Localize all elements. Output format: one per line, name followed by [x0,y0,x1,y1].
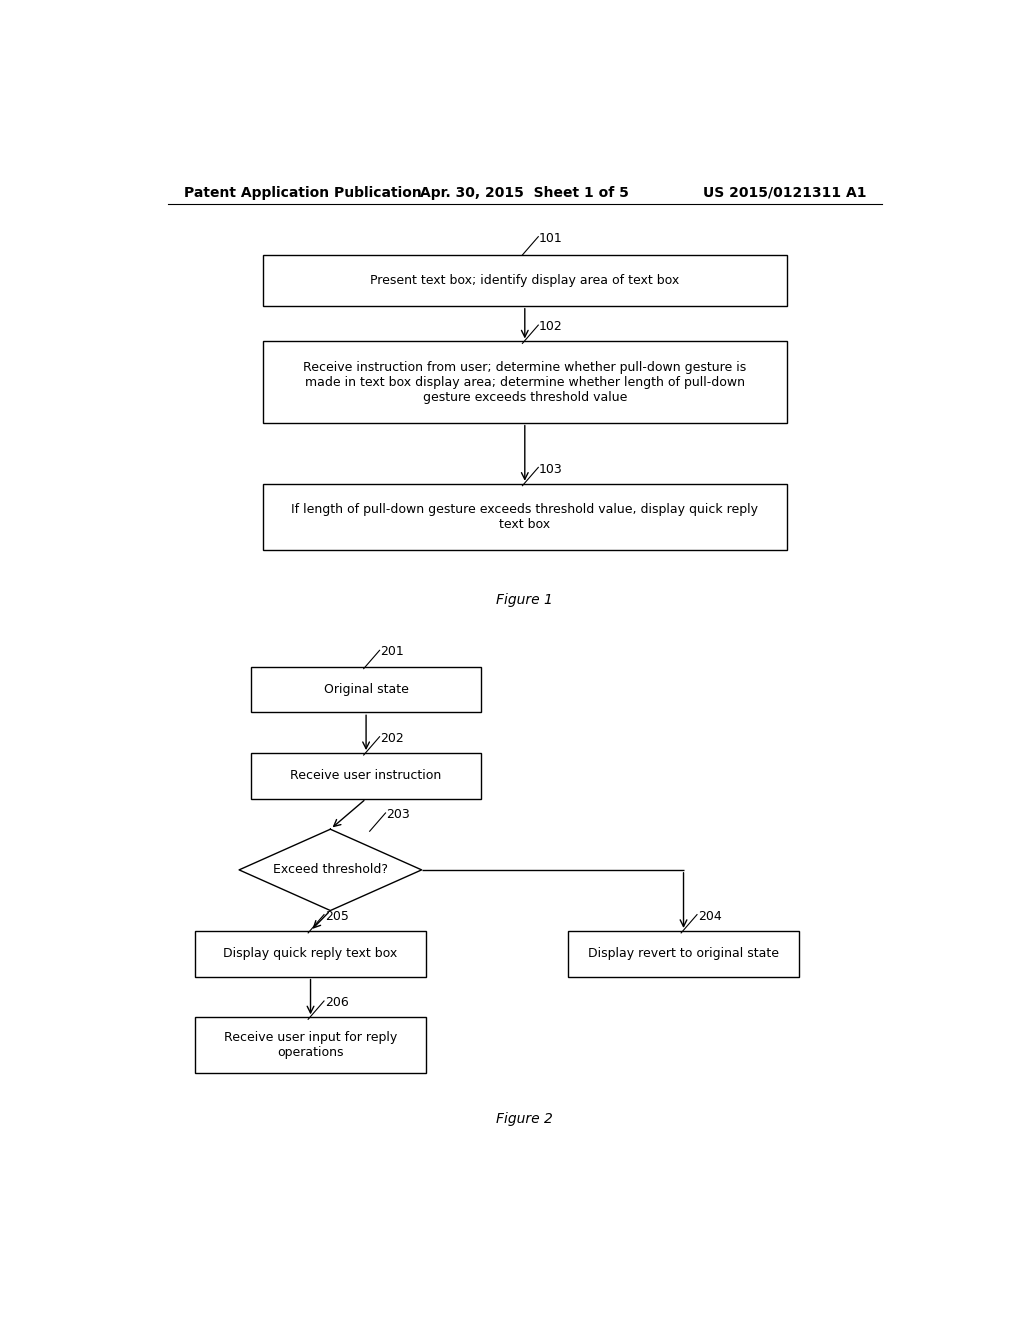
Bar [568,931,799,977]
Text: Receive user input for reply
operations: Receive user input for reply operations [224,1031,397,1059]
Text: 201: 201 [380,645,404,659]
Text: US 2015/0121311 A1: US 2015/0121311 A1 [702,186,866,199]
Text: 102: 102 [539,321,563,333]
Text: 103: 103 [539,462,563,475]
Text: Present text box; identify display area of text box: Present text box; identify display area … [370,273,680,286]
Text: 101: 101 [539,232,563,244]
Bar [196,1018,426,1073]
Text: 204: 204 [697,909,722,923]
Text: 202: 202 [380,731,404,744]
Text: Exceed threshold?: Exceed threshold? [272,863,388,876]
Bar [263,483,786,549]
Text: Display revert to original state: Display revert to original state [588,948,779,960]
Text: Figure 1: Figure 1 [497,593,553,606]
Bar [196,931,426,977]
Text: Display quick reply text box: Display quick reply text box [223,948,397,960]
Text: 206: 206 [325,997,348,1008]
Text: 205: 205 [325,909,349,923]
Bar [263,342,786,422]
Text: Receive user instruction: Receive user instruction [291,770,441,783]
Text: If length of pull-down gesture exceeds threshold value, display quick reply
text: If length of pull-down gesture exceeds t… [291,503,759,531]
Text: Receive instruction from user; determine whether pull-down gesture is
made in te: Receive instruction from user; determine… [303,360,746,404]
Text: 203: 203 [386,808,410,821]
Bar [251,752,481,799]
Text: Patent Application Publication: Patent Application Publication [183,186,421,199]
Text: Apr. 30, 2015  Sheet 1 of 5: Apr. 30, 2015 Sheet 1 of 5 [421,186,629,199]
Text: Figure 2: Figure 2 [497,1111,553,1126]
Bar [263,255,786,306]
Bar [251,667,481,713]
Text: Original state: Original state [324,682,409,696]
